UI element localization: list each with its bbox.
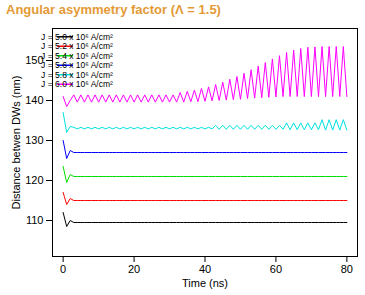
svg-text:120: 120 [25, 174, 43, 186]
svg-text:140: 140 [25, 94, 43, 106]
svg-text:60: 60 [270, 263, 282, 275]
svg-text:40: 40 [199, 263, 211, 275]
svg-text:J = 5.0 x 10⁶ A/cm²: J = 5.0 x 10⁶ A/cm² [41, 32, 113, 42]
svg-text:J = 5.2 x 10⁶ A/cm²: J = 5.2 x 10⁶ A/cm² [41, 41, 113, 51]
svg-text:20: 20 [128, 263, 140, 275]
svg-text:J = 5.4 x 10⁶ A/cm²: J = 5.4 x 10⁶ A/cm² [41, 51, 113, 61]
svg-text:J = 5.6 x 10⁶ A/cm²: J = 5.6 x 10⁶ A/cm² [41, 60, 113, 70]
svg-text:Distance betwen DWs (nm): Distance betwen DWs (nm) [10, 76, 22, 210]
svg-text:Time (ns): Time (ns) [182, 277, 228, 289]
svg-text:150: 150 [25, 54, 44, 66]
svg-text:80: 80 [341, 263, 353, 275]
html-text:Angular asymmetry factor (Λ =: Angular asymmetry factor (Λ = 1.5) [6, 2, 221, 17]
svg-text:J = 5.8 x 10⁶ A/cm²: J = 5.8 x 10⁶ A/cm² [41, 70, 113, 80]
svg-text:0: 0 [60, 263, 66, 275]
svg-text:110: 110 [26, 214, 44, 226]
svg-text:J = 6.0 x 10⁶ A/cm²: J = 6.0 x 10⁶ A/cm² [41, 79, 113, 89]
svg-text:130: 130 [25, 134, 43, 146]
